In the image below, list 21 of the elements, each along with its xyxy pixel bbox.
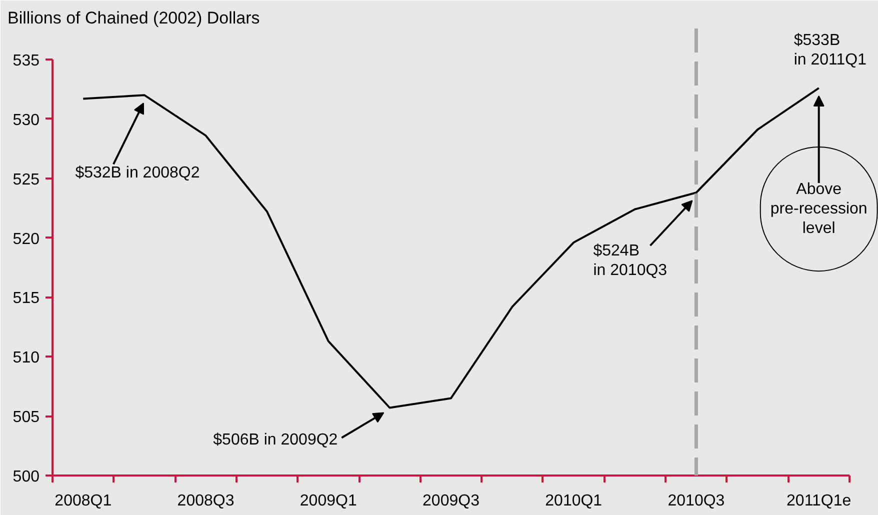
y-tick-label: 525 xyxy=(12,171,40,188)
y-tick-label: 520 xyxy=(12,230,40,248)
annotation: $524B in 2010Q3 xyxy=(593,242,668,280)
x-tick-label: 2009Q3 xyxy=(422,492,480,510)
annotation: $506B in 2009Q2 xyxy=(213,431,338,448)
annotation: Above pre-recession level xyxy=(770,180,868,238)
x-tick-label: 2008Q1 xyxy=(54,492,112,510)
y-tick-label: 510 xyxy=(12,350,40,367)
x-tick-label: 2008Q3 xyxy=(177,492,234,510)
x-tick-label: 2009Q1 xyxy=(300,492,357,510)
y-axis-title: Billions of Chained (2002) Dollars xyxy=(8,8,260,28)
y-tick-label: 505 xyxy=(12,409,40,426)
annotation: $532B in 2008Q2 xyxy=(75,164,200,182)
annotation: $533B in 2011Q1 xyxy=(794,32,867,69)
y-tick-label: 530 xyxy=(12,112,40,129)
y-tick-label: 500 xyxy=(12,468,40,486)
x-tick-label: 2010Q1 xyxy=(545,492,602,510)
y-tick-label: 515 xyxy=(12,290,40,308)
x-tick-label: 2011Q1e xyxy=(786,492,852,510)
y-tick-label: 535 xyxy=(12,52,40,70)
x-tick-label: 2010Q3 xyxy=(668,492,725,510)
